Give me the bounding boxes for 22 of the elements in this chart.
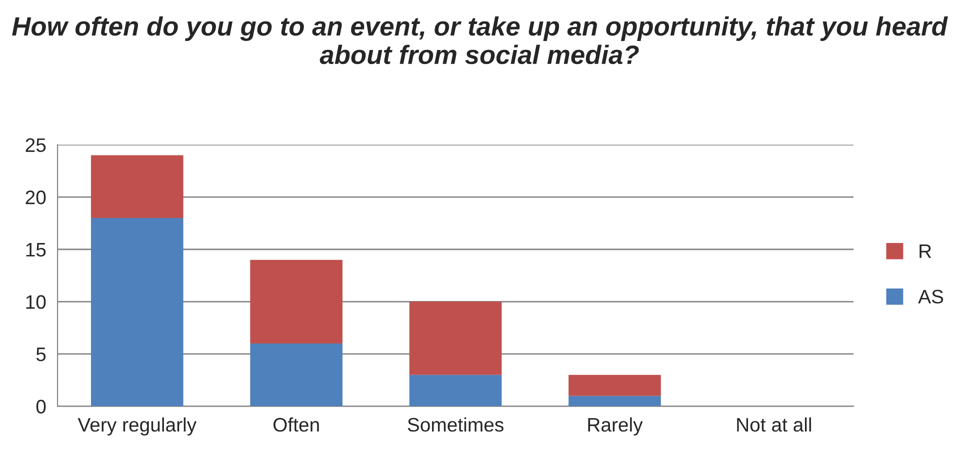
x-tick-label: Often bbox=[273, 417, 319, 432]
x-tick-label: Not at all bbox=[737, 417, 811, 432]
y-tick-label: 15 bbox=[26, 243, 46, 257]
x-tick-label: Rarely bbox=[588, 417, 643, 436]
bar bbox=[90, 218, 184, 406]
chart-title: How often do you go to an event, or take up an opportunity, that you heard about from social media? bbox=[12, 16, 948, 64]
legend-label: R bbox=[920, 244, 932, 258]
bar bbox=[409, 374, 502, 406]
bar bbox=[409, 302, 502, 375]
bar bbox=[250, 260, 342, 344]
bar bbox=[568, 374, 661, 396]
y-tick-label: 5 bbox=[36, 348, 46, 362]
bar bbox=[250, 344, 342, 406]
y-tick-label: 10 bbox=[26, 295, 46, 309]
legend-label: AS bbox=[918, 290, 944, 304]
y-tick-label: 20 bbox=[26, 190, 46, 204]
x-tick-label: Sometimes bbox=[408, 417, 504, 432]
x-tick-label: Very regularly bbox=[78, 417, 197, 436]
bar bbox=[568, 396, 661, 406]
y-tick-label: 0 bbox=[36, 400, 46, 414]
y-tick-label: 25 bbox=[26, 138, 46, 152]
bar bbox=[90, 155, 184, 218]
